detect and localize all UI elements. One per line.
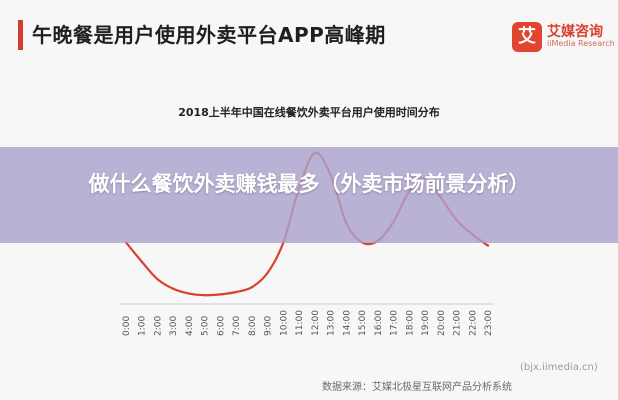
x-tick-label: 19:00 [421, 310, 431, 336]
x-tick-label: 16:00 [374, 310, 384, 336]
title-accent-bar [18, 20, 23, 50]
data-point-6:00 [219, 293, 222, 296]
x-tick-label: 7:00 [232, 316, 242, 336]
x-tick-label: 17:00 [390, 310, 400, 336]
x-tick-label: 6:00 [216, 316, 226, 336]
x-tick-label: 4:00 [185, 316, 195, 336]
data-point-1:00 [140, 260, 143, 263]
x-tick-label: 0:00 [122, 316, 132, 336]
x-tick-label: 13:00 [327, 310, 337, 336]
slide-headline: 午晚餐是用户使用外卖平台APP高峰期 [32, 23, 386, 47]
data-point-8:00 [250, 286, 254, 289]
chart-title: 2018上半年中国在线餐饮外卖平台用户使用时间分布 [178, 106, 440, 119]
data-point-9:00 [266, 271, 269, 274]
x-tick-label: 5:00 [201, 316, 211, 336]
x-tick-label: 3:00 [169, 316, 179, 336]
x-tick-label: 8:00 [248, 316, 258, 336]
data-point-2:00 [156, 278, 159, 281]
data-point-5:00 [203, 294, 206, 297]
x-tick-label: 23:00 [484, 310, 494, 336]
iimedia-logo: 艾 艾媒咨询 iiMedia Research [512, 20, 615, 56]
data-point-4:00 [187, 292, 191, 295]
x-tick-label: 1:00 [138, 316, 148, 336]
x-tick-label: 15:00 [358, 310, 368, 336]
data-point-23:00 [486, 244, 490, 247]
x-tick-label: 21:00 [453, 310, 463, 336]
data-point-3:00 [172, 287, 175, 290]
x-tick-label: 9:00 [264, 316, 274, 336]
x-tick-label: 10:00 [279, 310, 289, 336]
x-tick-label: 12:00 [311, 310, 321, 336]
x-tick-label: 11:00 [295, 310, 305, 336]
logo-name-cn: 艾媒咨询 [547, 24, 603, 40]
x-tick-label: 22:00 [468, 310, 478, 336]
logo-mark-icon: 艾 [512, 22, 542, 52]
watermark-text: (bjx.iimedia.cn) [520, 362, 598, 373]
article-title[interactable]: 做什么餐饮外卖赚钱最多（外卖市场前景分析） [88, 172, 530, 196]
x-tick-label: 20:00 [437, 310, 447, 336]
data-point-7:00 [234, 290, 238, 294]
x-tick-label: 14:00 [342, 310, 352, 336]
article-title-overlay [0, 147, 618, 243]
logo-name-en: iiMedia Research [547, 39, 615, 48]
data-source: 数据来源：艾媒北极星互联网产品分析系统 [322, 382, 512, 393]
x-tick-label: 18:00 [405, 310, 415, 336]
x-tick-label: 2:00 [153, 316, 163, 336]
